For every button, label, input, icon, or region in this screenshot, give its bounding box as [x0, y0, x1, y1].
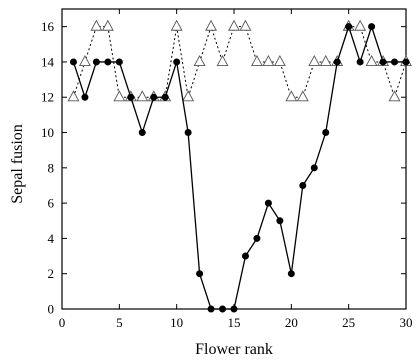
- data-point-circle: [345, 23, 353, 31]
- data-point-triangle: [101, 19, 114, 31]
- data-point-circle: [138, 129, 146, 137]
- data-point-triangle: [193, 54, 206, 66]
- data-point-triangle: [205, 19, 218, 31]
- data-point-triangle: [285, 90, 298, 102]
- y-axis-ticks: 0 2 4 6 8 10 12 14 16: [41, 19, 406, 317]
- data-point-triangle: [170, 19, 183, 31]
- data-point-circle: [368, 23, 376, 31]
- data-point-triangle: [388, 90, 401, 102]
- x-axis-ticks: 0 5 10 15 20 25 30: [59, 9, 413, 330]
- data-point-triangle: [228, 19, 240, 31]
- data-point-triangle: [90, 19, 103, 31]
- plot-border: [61, 8, 407, 310]
- y-tick-label: 4: [48, 231, 55, 246]
- data-point-circle: [92, 58, 100, 66]
- data-point-triangle: [216, 54, 229, 66]
- data-point-circle: [310, 164, 318, 172]
- data-point-circle: [196, 270, 204, 278]
- data-point-circle: [184, 129, 192, 137]
- y-tick-label: 8: [48, 160, 55, 175]
- series-layer: [67, 19, 412, 313]
- y-tick-label: 14: [41, 54, 55, 69]
- y-axis-label: Sepal fusion: [9, 124, 26, 204]
- data-point-triangle: [136, 90, 149, 102]
- data-point-circle: [356, 58, 364, 66]
- data-point-circle: [402, 58, 410, 66]
- y-tick-label: 16: [41, 19, 55, 34]
- data-point-circle: [287, 270, 295, 278]
- series-line: [72, 25, 407, 99]
- x-tick-label: 5: [116, 315, 123, 330]
- series-line: [72, 24, 406, 310]
- data-point-circle: [276, 217, 284, 225]
- data-point-triangle: [113, 90, 126, 102]
- data-point-circle: [81, 93, 89, 101]
- data-point-circle: [150, 93, 158, 101]
- y-tick-label: 10: [41, 125, 54, 140]
- data-point-circle: [115, 58, 123, 66]
- data-point-triangle: [354, 19, 367, 31]
- series-circles: [69, 23, 410, 313]
- data-point-triangle: [250, 54, 263, 66]
- data-point-circle: [230, 305, 238, 313]
- data-point-circle: [127, 93, 135, 101]
- data-point-circle: [253, 234, 261, 242]
- x-tick-label: 25: [342, 315, 355, 330]
- plot-frame: [61, 8, 407, 310]
- data-point-triangle: [296, 90, 309, 102]
- y-tick-label: 12: [41, 90, 54, 105]
- data-point-triangle: [182, 90, 195, 102]
- x-tick-label: 30: [400, 315, 413, 330]
- y-tick-label: 0: [48, 302, 55, 317]
- x-tick-label: 0: [59, 315, 66, 330]
- data-point-circle: [379, 58, 387, 66]
- data-point-circle: [207, 305, 215, 313]
- data-point-triangle: [273, 54, 286, 66]
- data-point-triangle: [67, 90, 80, 102]
- data-point-triangle: [308, 54, 321, 66]
- data-point-triangle: [365, 54, 378, 66]
- data-point-circle: [333, 58, 341, 66]
- data-point-circle: [161, 93, 169, 101]
- data-point-circle: [241, 252, 249, 260]
- data-point-circle: [219, 305, 227, 313]
- data-point-circle: [104, 58, 112, 66]
- data-point-circle: [299, 181, 307, 189]
- x-tick-label: 10: [170, 315, 183, 330]
- data-point-triangle: [319, 54, 332, 66]
- data-point-triangle: [262, 54, 275, 66]
- y-tick-label: 2: [48, 266, 55, 281]
- x-tick-label: 15: [228, 315, 241, 330]
- data-point-circle: [173, 58, 181, 66]
- x-tick-label: 20: [285, 315, 298, 330]
- data-point-circle: [264, 199, 272, 207]
- y-tick-label: 6: [48, 196, 55, 211]
- data-point-circle: [322, 129, 330, 137]
- data-point-triangle: [78, 54, 91, 66]
- data-point-triangle: [239, 19, 252, 31]
- x-axis-label: Flower rank: [195, 341, 273, 358]
- data-point-circle: [391, 58, 399, 66]
- data-point-circle: [69, 58, 77, 66]
